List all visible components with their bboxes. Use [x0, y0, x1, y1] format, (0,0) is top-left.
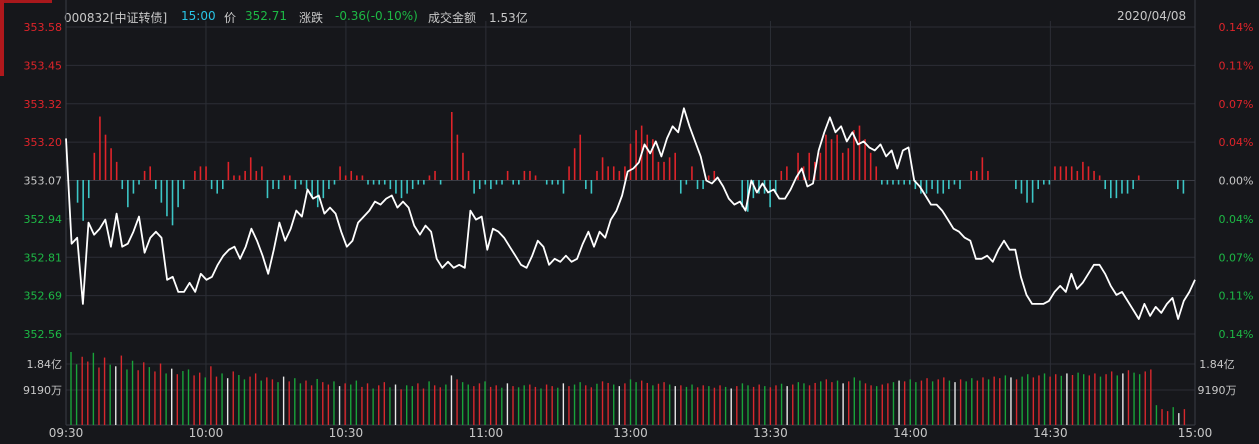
price-tick-label: 352.56	[24, 328, 63, 341]
volume-tick-label: 1.84亿	[27, 358, 63, 371]
volume-tick-label: 1.84亿	[1199, 358, 1235, 371]
price-tick-label: 353.20	[24, 136, 63, 149]
price-line	[65, 107, 1196, 320]
price-value: 352.71	[245, 9, 287, 23]
price-tick-label: 353.58	[24, 21, 63, 34]
volume-tick-label: 9190万	[1198, 384, 1237, 397]
time-tick-label: 13:30	[753, 426, 788, 440]
axis-red-band	[0, 0, 4, 76]
security-code-name: 000832[中证转债]	[64, 11, 168, 25]
pct-tick-label: 0.11%	[1219, 290, 1254, 303]
price-tick-label: 353.07	[24, 175, 63, 188]
time-tick-label: 14:30	[1033, 426, 1068, 440]
amount-value: 1.53亿	[489, 11, 528, 25]
pct-tick-label: 0.11%	[1219, 59, 1254, 72]
time-tick-label: 10:00	[189, 426, 224, 440]
change-value: -0.36(-0.10%)	[335, 9, 418, 23]
date-value: 2020/04/08	[1117, 9, 1187, 23]
pct-tick-label: 0.14%	[1219, 328, 1254, 341]
pct-tick-label: 0.04%	[1219, 136, 1254, 149]
price-tick-label: 353.45	[24, 59, 63, 72]
time-value: 15:00	[181, 9, 216, 23]
pct-tick-label: 0.00%	[1219, 175, 1254, 188]
price-tick-label: 352.81	[24, 251, 63, 264]
price-tick-label: 353.32	[24, 98, 63, 111]
time-tick-label: 11:00	[469, 426, 504, 440]
time-tick-label: 15:00	[1178, 426, 1213, 440]
pct-tick-label: 0.14%	[1219, 21, 1254, 34]
price-label: 价	[224, 11, 237, 25]
amount-label: 成交金额	[428, 11, 477, 25]
time-tick-label: 10:30	[329, 426, 364, 440]
time-tick-label: 09:30	[49, 426, 84, 440]
pct-tick-label: 0.04%	[1219, 213, 1254, 226]
price-tick-label: 352.69	[24, 290, 63, 303]
price-tick-label: 352.94	[24, 213, 63, 226]
change-label: 涨跌	[299, 11, 324, 25]
volume-tick-label: 9190万	[23, 384, 62, 397]
menu-strip-fragment	[0, 0, 52, 3]
pct-tick-label: 0.07%	[1219, 98, 1254, 111]
pct-tick-label: 0.07%	[1219, 251, 1254, 264]
time-tick-label: 13:00	[613, 426, 648, 440]
time-tick-label: 14:00	[893, 426, 928, 440]
